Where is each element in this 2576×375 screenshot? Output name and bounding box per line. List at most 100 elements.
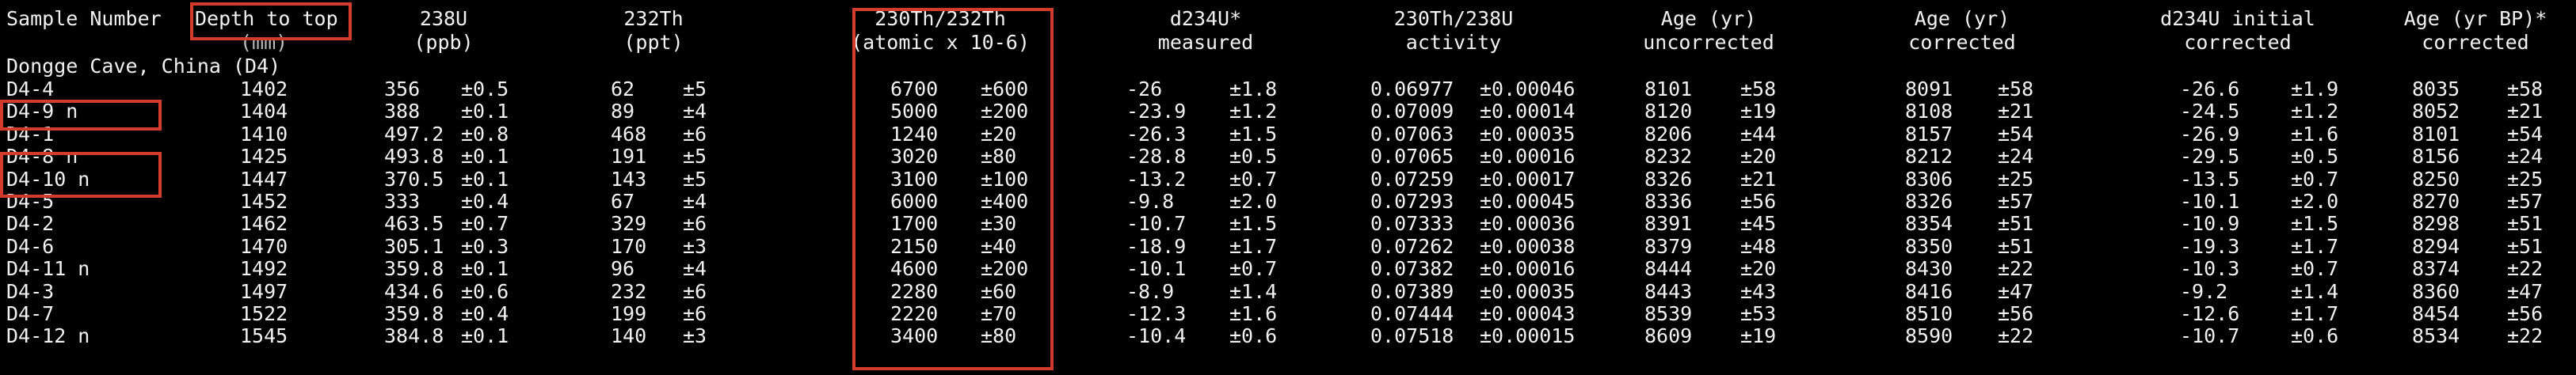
cell-u238-err: ±0.1 bbox=[461, 145, 509, 169]
cell-ratio-230-238: 0.07382 bbox=[1370, 257, 1454, 281]
cell-age-uncorrected: 8101 bbox=[1644, 78, 1693, 100]
cell-ratio-230-238-err: ±0.00016 bbox=[1480, 145, 1576, 169]
cell-d234u-measured: -12.3 bbox=[1126, 302, 1187, 325]
cell-d234u-initial-err: ±2.0 bbox=[2291, 190, 2339, 213]
cell-age-corrected: 8212 bbox=[1905, 145, 1953, 169]
cell-d234u-initial-err: ±0.7 bbox=[2291, 167, 2339, 191]
cell-th232-err: ±5 bbox=[683, 167, 707, 191]
cell-depth: 1497 bbox=[240, 279, 288, 303]
header-age-corrected: Age (yr) bbox=[1914, 7, 2010, 30]
cell-u238-err: ±0.1 bbox=[461, 324, 509, 348]
cell-age-uncorrected-err: ±48 bbox=[1740, 234, 1777, 258]
cell-d234u-initial-err: ±0.5 bbox=[2291, 145, 2339, 169]
cell-u238-err: ±0.5 bbox=[461, 78, 509, 100]
cell-d234u-measured: -8.9 bbox=[1126, 279, 1175, 303]
cell-age-corrected-err: ±51 bbox=[1998, 212, 2034, 236]
header-age-bp: Age (yr BP)* bbox=[2403, 7, 2547, 30]
cell-age-corrected: 8326 bbox=[1905, 190, 1953, 213]
cell-ratio-230-238-err: ±0.00035 bbox=[1480, 122, 1576, 146]
cell-age-bp: 8156 bbox=[2412, 145, 2460, 169]
cell-sample: D4-3 bbox=[6, 279, 55, 303]
cell-th232: 67 bbox=[611, 190, 635, 213]
cell-age-uncorrected-err: ±19 bbox=[1740, 100, 1777, 123]
header-238u-unit: (ppb) bbox=[413, 31, 474, 54]
cell-ratio-230-232: 6700 bbox=[890, 78, 939, 100]
cell-d234u-initial-err: ±0.7 bbox=[2291, 257, 2339, 281]
cell-ratio-230-238-err: ±0.00045 bbox=[1480, 190, 1576, 213]
cell-u238: 370.5 bbox=[384, 167, 444, 191]
cell-d234u-initial: -26.6 bbox=[2180, 78, 2240, 100]
cell-age-uncorrected-err: ±21 bbox=[1740, 167, 1777, 191]
cell-age-uncorrected-err: ±45 bbox=[1740, 212, 1777, 236]
header-d234u-initial: d234U initial bbox=[2160, 7, 2315, 30]
cell-age-corrected: 8306 bbox=[1905, 167, 1953, 191]
cell-th232-err: ±5 bbox=[683, 145, 707, 169]
cell-th232-err: ±5 bbox=[683, 78, 707, 100]
cell-age-uncorrected: 8336 bbox=[1644, 190, 1693, 213]
cell-age-corrected-err: ±24 bbox=[1998, 145, 2034, 169]
cell-d234u-measured: -26.3 bbox=[1126, 122, 1187, 146]
cell-age-corrected-err: ±58 bbox=[1998, 78, 2034, 100]
cell-u238-err: ±0.1 bbox=[461, 167, 509, 191]
cell-u238-err: ±0.1 bbox=[461, 100, 509, 123]
cell-th232-err: ±4 bbox=[683, 190, 707, 213]
cell-u238: 356 bbox=[384, 78, 421, 100]
cell-d234u-initial-err: ±1.2 bbox=[2291, 100, 2339, 123]
cell-age-uncorrected-err: ±56 bbox=[1740, 190, 1777, 213]
cell-u238: 359.8 bbox=[384, 302, 444, 325]
cell-age-bp: 8454 bbox=[2412, 302, 2460, 325]
cell-sample: D4-7 bbox=[6, 302, 55, 325]
cell-d234u-measured-err: ±1.6 bbox=[1229, 302, 1278, 325]
cell-d234u-initial: -12.6 bbox=[2180, 302, 2240, 325]
cell-age-uncorrected: 8609 bbox=[1644, 324, 1693, 348]
cell-depth: 1404 bbox=[240, 100, 288, 123]
cell-u238: 359.8 bbox=[384, 257, 444, 281]
cell-d234u-measured: -23.9 bbox=[1126, 100, 1187, 123]
cell-age-corrected-err: ±22 bbox=[1998, 257, 2034, 281]
header-232th: 232Th bbox=[623, 7, 684, 30]
cell-th232: 62 bbox=[611, 78, 635, 100]
cell-d234u-measured-err: ±1.2 bbox=[1229, 100, 1278, 123]
cell-u238: 463.5 bbox=[384, 212, 444, 236]
cell-d234u-initial: -24.5 bbox=[2180, 100, 2240, 123]
cell-ratio-230-238: 0.07063 bbox=[1370, 122, 1454, 146]
cell-ratio-230-238-err: ±0.00035 bbox=[1480, 279, 1576, 303]
cell-ratio-230-238: 0.07262 bbox=[1370, 234, 1454, 258]
cell-th232: 232 bbox=[611, 279, 647, 303]
cell-age-corrected: 8350 bbox=[1905, 234, 1953, 258]
cell-u238: 333 bbox=[384, 190, 421, 213]
cell-ratio-230-232-err: ±60 bbox=[981, 279, 1017, 303]
cell-ratio-230-232-err: ±30 bbox=[981, 212, 1017, 236]
cell-ratio-230-238-err: ±0.00046 bbox=[1480, 78, 1576, 100]
cell-sample: D4-12 n bbox=[6, 324, 90, 348]
cell-depth: 1410 bbox=[240, 122, 288, 146]
cell-u238-err: ±0.7 bbox=[461, 212, 509, 236]
cell-d234u-initial-err: ±1.7 bbox=[2291, 234, 2339, 258]
cell-th232-err: ±6 bbox=[683, 212, 707, 236]
cell-ratio-230-232-err: ±70 bbox=[981, 302, 1017, 325]
header-age-uncorrected: Age (yr) bbox=[1660, 7, 1757, 30]
cell-d234u-measured-err: ±1.5 bbox=[1229, 212, 1278, 236]
cell-age-bp-err: ±25 bbox=[2507, 167, 2544, 191]
cell-age-uncorrected: 8444 bbox=[1644, 257, 1693, 281]
cell-age-uncorrected-err: ±19 bbox=[1740, 324, 1777, 348]
cell-ratio-230-238-err: ±0.00038 bbox=[1480, 234, 1576, 258]
cell-sample: D4-4 bbox=[6, 78, 55, 100]
cell-age-corrected: 8108 bbox=[1905, 100, 1953, 123]
cell-age-bp-err: ±22 bbox=[2507, 324, 2544, 348]
cell-ratio-230-232: 1240 bbox=[890, 122, 939, 146]
cell-d234u-measured: -10.7 bbox=[1126, 212, 1187, 236]
cell-d234u-initial: -10.7 bbox=[2180, 324, 2240, 348]
cell-ratio-230-232: 5000 bbox=[890, 100, 939, 123]
cell-age-bp-err: ±58 bbox=[2507, 78, 2544, 100]
cell-d234u-measured: -10.1 bbox=[1126, 257, 1187, 281]
cell-ratio-230-238: 0.07444 bbox=[1370, 302, 1454, 325]
cell-age-uncorrected: 8232 bbox=[1644, 145, 1693, 169]
cell-u238: 434.6 bbox=[384, 279, 444, 303]
cell-u238: 493.8 bbox=[384, 145, 444, 169]
cell-age-uncorrected: 8539 bbox=[1644, 302, 1693, 325]
cell-u238-err: ±0.8 bbox=[461, 122, 509, 146]
cell-depth: 1470 bbox=[240, 234, 288, 258]
cell-d234u-initial: -9.2 bbox=[2180, 279, 2228, 303]
